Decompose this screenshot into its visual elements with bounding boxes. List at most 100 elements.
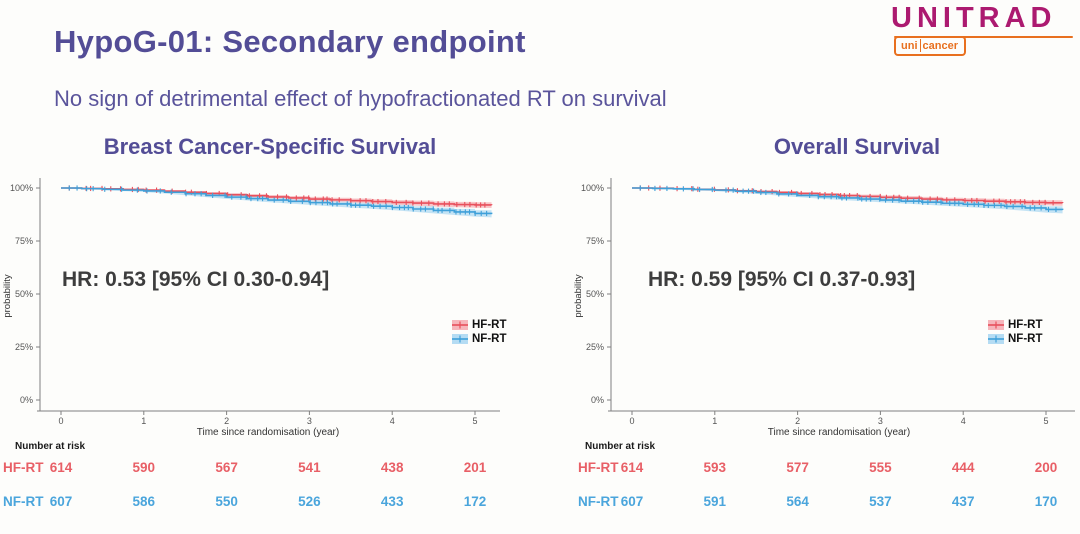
unitrad-logo: UNITRAD uni cancer xyxy=(891,3,1075,60)
at-risk-count: 593 xyxy=(703,460,727,475)
at-risk-count: 537 xyxy=(869,494,892,509)
at-risk-row-nf-rt: NF-RT 607 586 550 526 433 172 xyxy=(0,494,540,510)
chart-title: Breast Cancer-Specific Survival xyxy=(103,134,437,159)
ci-band xyxy=(61,188,492,218)
at-risk-count: 564 xyxy=(786,494,809,509)
hazard-ratio-annotation: HR: 0.59 [95% CI 0.37-0.93] xyxy=(648,268,916,291)
x-tick-label: 1 xyxy=(141,416,146,426)
x-tick-label: 2 xyxy=(795,416,800,426)
legend-label: NF-RT xyxy=(472,333,507,345)
hazard-ratio-annotation: HR: 0.53 [95% CI 0.30-0.94] xyxy=(62,268,330,291)
x-tick-label: 3 xyxy=(307,416,312,426)
legend: HF-RT NF-RT xyxy=(452,318,507,346)
unicancer-uni: uni xyxy=(901,39,918,52)
unicancer-wordmark: uni cancer xyxy=(894,36,966,57)
at-risk-row-hf-rt: HF-RT 614 590 567 541 438 201 xyxy=(0,460,540,476)
at-risk-count: 433 xyxy=(380,494,404,509)
series-nf-rt xyxy=(61,185,493,217)
chart-overall-survival: Overall Survival 100% 75% 50% 25% 0% 0 1 2 3 4 5 Ti… xyxy=(540,130,1080,534)
at-risk-count: 567 xyxy=(215,460,238,475)
chart-title: Overall Survival xyxy=(773,134,941,159)
ci-band xyxy=(61,188,492,209)
at-risk-row-nf-rt: NF-RT 607 591 564 537 437 170 xyxy=(540,494,1080,510)
y-tick-label: 100% xyxy=(10,183,33,193)
y-tick-label: 25% xyxy=(15,342,33,352)
legend-item-hf-rt: HF-RT xyxy=(452,318,507,332)
legend-item-nf-rt: NF-RT xyxy=(988,332,1043,346)
at-risk-count: 172 xyxy=(463,494,487,509)
y-tick-label: 50% xyxy=(15,289,33,299)
ci-band-nf-rt xyxy=(61,188,492,218)
at-risk-count: 170 xyxy=(1034,494,1058,509)
at-risk-count: 607 xyxy=(620,494,644,509)
x-tick-label: 1 xyxy=(712,416,717,426)
nf-rt-swatch-icon xyxy=(988,334,1004,344)
at-risk-count: 200 xyxy=(1034,460,1058,475)
unitrad-wordmark: UNITRAD xyxy=(891,2,1057,34)
legend-label: HF-RT xyxy=(472,319,507,331)
unicancer-divider xyxy=(919,39,921,53)
x-tick-label: 4 xyxy=(961,416,966,426)
legend: HF-RT NF-RT xyxy=(988,318,1043,346)
at-risk-count: 541 xyxy=(298,460,321,475)
at-risk-row-label: NF-RT xyxy=(578,494,619,509)
km-plot: 100% 75% 50% 25% 0% 0 1 2 3 4 5 Time since randomis… xyxy=(2,178,500,438)
y-tick-label: 75% xyxy=(15,236,33,246)
number-at-risk-title: Number at risk xyxy=(15,441,86,452)
page-title: HypoG-01: Secondary endpoint xyxy=(54,24,526,59)
subtitle: No sign of detrimental effect of hypofra… xyxy=(54,86,667,111)
nf-rt-swatch-icon xyxy=(452,334,468,344)
x-tick-label: 0 xyxy=(58,416,63,426)
at-risk-count: 590 xyxy=(132,460,156,475)
at-risk-count: 444 xyxy=(951,460,975,475)
x-tick-label: 3 xyxy=(878,416,883,426)
ci-band-hf-rt xyxy=(61,188,492,209)
hf-rt-swatch-icon xyxy=(452,320,468,330)
km-step-line xyxy=(632,187,1064,211)
unicancer-cancer: cancer xyxy=(922,39,958,52)
x-axis-label: Time since randomisation (year) xyxy=(768,427,910,438)
y-tick-label: 75% xyxy=(586,236,604,246)
series-nf-rt xyxy=(632,185,1064,213)
legend-item-hf-rt: HF-RT xyxy=(988,318,1043,332)
y-tick-label: 50% xyxy=(586,289,604,299)
legend-label: HF-RT xyxy=(1008,319,1043,331)
y-tick-label: 0% xyxy=(20,395,33,405)
legend-item-nf-rt: NF-RT xyxy=(452,332,507,346)
x-tick-label: 5 xyxy=(1043,416,1048,426)
x-axis-label: Time since randomisation (year) xyxy=(197,427,339,438)
x-tick-label: 0 xyxy=(629,416,634,426)
at-risk-row-hf-rt: HF-RT 614 593 577 555 444 200 xyxy=(540,460,1080,476)
at-risk-count: 526 xyxy=(298,494,321,509)
at-risk-count: 607 xyxy=(49,494,73,509)
chart-breast-cancer-specific-survival: Breast Cancer-Specific Survival 100% 75% 5… xyxy=(0,130,540,534)
x-tick-label: 4 xyxy=(390,416,395,426)
unicancer-rule xyxy=(894,36,1073,39)
at-risk-row-label: HF-RT xyxy=(578,460,619,475)
number-at-risk-title: Number at risk xyxy=(585,441,656,452)
at-risk-count: 577 xyxy=(786,460,809,475)
legend-label: NF-RT xyxy=(1008,333,1043,345)
at-risk-count: 614 xyxy=(620,460,644,475)
at-risk-count: 614 xyxy=(49,460,73,475)
x-tick-label: 5 xyxy=(472,416,477,426)
at-risk-count: 586 xyxy=(132,494,156,509)
at-risk-count: 555 xyxy=(869,460,892,475)
y-axis-label: probability xyxy=(2,274,13,318)
at-risk-row-label: HF-RT xyxy=(3,460,44,475)
at-risk-count: 550 xyxy=(215,494,238,509)
at-risk-row-label: NF-RT xyxy=(3,494,44,509)
at-risk-count: 591 xyxy=(703,494,727,509)
km-plot: 100% 75% 50% 25% 0% 0 1 2 3 4 5 Time since randomis… xyxy=(573,178,1075,438)
hf-rt-swatch-icon xyxy=(988,320,1004,330)
at-risk-count: 438 xyxy=(380,460,404,475)
x-tick-label: 2 xyxy=(224,416,229,426)
y-tick-label: 100% xyxy=(581,183,604,193)
y-tick-label: 0% xyxy=(591,395,604,405)
unicancer-logo: uni cancer xyxy=(891,36,1075,60)
y-axis-label: probability xyxy=(573,274,584,318)
y-tick-label: 25% xyxy=(586,342,604,352)
at-risk-count: 437 xyxy=(951,494,975,509)
at-risk-count: 201 xyxy=(463,460,487,475)
